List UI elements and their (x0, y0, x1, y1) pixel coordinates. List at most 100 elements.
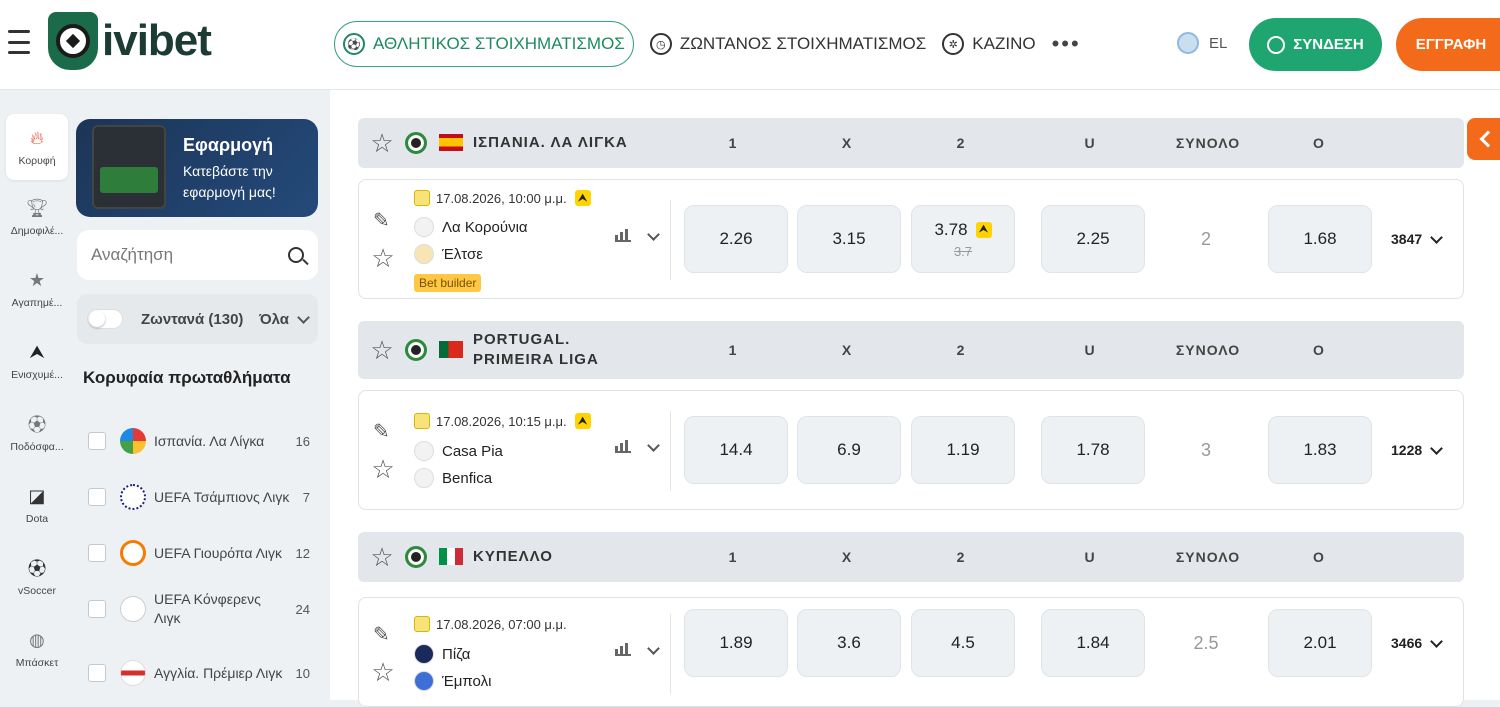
league-checkbox[interactable] (88, 664, 106, 682)
favorite-star-icon[interactable]: ☆ (371, 454, 395, 484)
col-1: 1 (728, 549, 738, 565)
register-button[interactable]: ΕΓΓΡΑΦΗ (1396, 18, 1500, 71)
odd-2-button[interactable]: 1.19 (911, 416, 1015, 484)
odd-u-button[interactable]: 2.25 (1041, 205, 1145, 273)
rail-item-popular[interactable]: 🏆︎ Δημοφιλέ... (6, 184, 68, 250)
rail-label: Ποδόσφα... (10, 441, 64, 453)
laliga-icon (120, 428, 146, 454)
logo-ball-icon (48, 12, 98, 70)
league-item[interactable]: Ισπανία. Λα Λίγκα 16 (88, 428, 310, 454)
favorite-star-icon[interactable]: ☆ (371, 243, 395, 273)
favorite-star-icon[interactable]: ☆ (370, 542, 394, 572)
rail-item-favorites[interactable]: ★ Αγαπημέ... (6, 256, 68, 322)
rail-label: Αγαπημέ... (11, 297, 63, 309)
odd-value: 2.01 (1303, 633, 1337, 652)
favorite-star-icon[interactable]: ☆ (370, 128, 394, 158)
menu-icon[interactable] (8, 30, 30, 54)
markets-count: 3847 (1391, 231, 1423, 247)
search-icon[interactable] (288, 247, 304, 263)
pin-icon[interactable]: ✎ (373, 210, 390, 232)
event-datetime: 17.08.2026, 10:15 μ.μ. (436, 413, 567, 429)
odd-old-value: 3.7 (953, 243, 973, 259)
odd-o-button[interactable]: 2.01 (1268, 609, 1372, 677)
chevron-down-icon (297, 310, 310, 324)
more-nav-icon[interactable]: ••• (1051, 31, 1081, 56)
statistics-button[interactable] (615, 438, 660, 453)
odd-value: 1.19 (946, 440, 980, 459)
nav-sports-label: ΑΘΛΗΤΙΚΟΣ ΣΤΟΙΧΗΜΑΤΙΣΜΟΣ (373, 34, 625, 53)
odd-o-button[interactable]: 1.83 (1268, 416, 1372, 484)
league-checkbox[interactable] (88, 432, 106, 450)
league-checkbox[interactable] (88, 544, 106, 562)
league-item[interactable]: UEFA Γιουρόπα Λιγκ 12 (88, 540, 310, 566)
pin-icon[interactable]: ✎ (373, 421, 390, 443)
odd-2-button[interactable]: 3.78 ⮝ 3.7 (911, 205, 1015, 273)
login-button[interactable]: ΣΥΝΔΕΣΗ (1249, 18, 1382, 71)
away-team-name: Έμπολι (442, 672, 492, 690)
pin-icon[interactable]: ✎ (373, 624, 390, 646)
odd-u-button[interactable]: 1.84 (1041, 609, 1145, 677)
odd-u-button[interactable]: 1.78 (1041, 416, 1145, 484)
odd-1-button[interactable]: 2.26 (684, 205, 788, 273)
rail-item-vsoccer[interactable]: ⚽︎ vSoccer (6, 544, 68, 610)
nav-live[interactable]: ◷ ΖΩΝΤΑΝΟΣ ΣΤΟΙΧΗΜΑΤΙΣΜΟΣ (649, 33, 926, 55)
soccer-icon (405, 132, 427, 154)
favorite-star-icon[interactable]: ☆ (370, 335, 394, 365)
favorite-star-icon[interactable]: ☆ (371, 657, 395, 687)
odd-x-button[interactable]: 3.15 (797, 205, 901, 273)
odd-x-button[interactable]: 3.6 (797, 609, 901, 677)
live-toggle[interactable] (87, 309, 123, 329)
col-2: 2 (956, 549, 966, 565)
spain-flag-icon (439, 134, 463, 151)
odd-x-button[interactable]: 6.9 (797, 416, 901, 484)
odd-1-button[interactable]: 1.89 (684, 609, 788, 677)
divider (670, 411, 671, 491)
boost-icon: ⮝ (574, 413, 591, 429)
col-u: U (1084, 342, 1096, 358)
league-item[interactable]: Αγγλία. Πρέμιερ Λιγκ 10 (88, 660, 310, 686)
language-selector[interactable]: EL (1177, 32, 1227, 54)
nav-casino[interactable]: ✲ ΚΑΖΙΝΟ (942, 33, 1036, 55)
odd-2-button[interactable]: 4.5 (911, 609, 1015, 677)
boost-icon: ⮝ (975, 221, 992, 238)
app-download-banner[interactable]: Εφαρμογή Κατεβάστε την εφαρμογή μας! (76, 119, 318, 217)
col-o: O (1313, 135, 1325, 151)
logo-text: ivibet (102, 16, 212, 65)
flame-icon: 🔥︎ (30, 127, 44, 148)
odd-1-button[interactable]: 14.4 (684, 416, 788, 484)
app-banner-title: Εφαρμογή (183, 135, 274, 155)
basketball-icon: ◍ (29, 629, 45, 650)
live-filter-dropdown[interactable]: Όλα (259, 310, 310, 328)
rail-item-football[interactable]: ⚽︎ Ποδόσφα... (6, 400, 68, 466)
betslip-toggle[interactable] (1467, 118, 1500, 160)
odd-o-button[interactable]: 1.68 (1268, 205, 1372, 273)
more-markets-button[interactable]: 3466 (1391, 634, 1444, 651)
nav-casino-label: ΚΑΖΙΝΟ (972, 34, 1036, 53)
odd-value: 2.26 (719, 229, 753, 248)
nav-sports[interactable]: ⚽ ΑΘΛΗΤΙΚΟΣ ΣΤΟΙΧΗΜΑΤΙΣΜΟΣ (334, 21, 634, 67)
home-team: Λα Κορούνια (414, 217, 528, 237)
statistics-button[interactable] (615, 641, 660, 656)
league-item[interactable]: UEFA Κόνφερενς Λιγκ 24 (88, 590, 310, 628)
rail-item-boosted[interactable]: ⮝ Ενισχυμέ... (6, 328, 68, 394)
rail-item-top[interactable]: 🔥︎ Κορυφή (6, 114, 68, 180)
odd-value: 1.89 (719, 633, 753, 652)
rail-label: Ενισχυμέ... (11, 369, 63, 381)
league-item[interactable]: UEFA Τσάμπιονς Λιγκ 7 (88, 484, 310, 510)
league-title: PORTUGAL. PRIMEIRA LIGA (473, 331, 599, 368)
event-meta: 17.08.2026, 10:00 μ.μ. ⮝ (414, 190, 591, 206)
league-name: UEFA Κόνφερενς Λιγκ (154, 591, 261, 626)
search-input[interactable]: Αναζήτηση (77, 230, 318, 280)
col-total: ΣΥΝΟΛΟ (1175, 342, 1241, 358)
odd-value: 3.78 (934, 219, 968, 239)
rail-item-dota[interactable]: ◪ Dota (6, 472, 68, 538)
rail-item-basketball[interactable]: ◍ Μπάσκετ (6, 616, 68, 682)
statistics-button[interactable] (615, 227, 660, 242)
more-markets-button[interactable]: 3847 (1391, 230, 1444, 247)
logo[interactable]: ivibet (48, 12, 212, 70)
more-markets-button[interactable]: 1228 (1391, 441, 1444, 458)
event-card: ✎ ☆ 17.08.2026, 10:15 μ.μ. ⮝ Casa Pia Be… (358, 390, 1464, 510)
league-checkbox[interactable] (88, 600, 106, 618)
league-checkbox[interactable] (88, 488, 106, 506)
team-crest-icon (414, 244, 434, 264)
